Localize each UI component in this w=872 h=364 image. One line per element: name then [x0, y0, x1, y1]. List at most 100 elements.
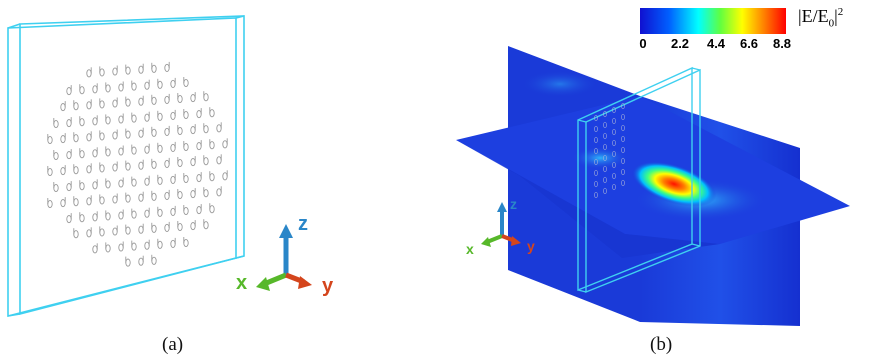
nanoparticle [66, 151, 72, 160]
axes-triad-a: z x y [236, 213, 334, 297]
nanoparticle [138, 225, 144, 234]
nanoparticle [53, 119, 59, 129]
nanoparticle [86, 229, 92, 238]
nanoparticle [216, 156, 222, 165]
nanoparticle [99, 68, 105, 77]
nanoparticle [157, 144, 163, 153]
nanoparticle [112, 195, 118, 204]
nanoparticle [125, 194, 131, 203]
nanoparticle [612, 139, 617, 146]
nanoparticle [66, 119, 72, 128]
nanoparticle [144, 209, 150, 218]
nanoparticle [203, 125, 209, 134]
nanoparticle [151, 128, 157, 137]
nanoparticle [183, 78, 189, 88]
nanoparticle [131, 242, 137, 251]
nanoparticle [612, 172, 617, 179]
nanoparticle [151, 64, 157, 73]
nanoparticle [86, 133, 92, 142]
colorbar-label-close: | [834, 6, 838, 26]
panel-a: z x y [7, 15, 334, 318]
nanoparticle [594, 147, 599, 154]
nanoparticle [177, 222, 183, 232]
nanoparticle [138, 193, 144, 202]
nanoparticle [105, 148, 111, 157]
nanoparticle [603, 143, 608, 150]
nanoparticle-array [47, 61, 228, 267]
nanoparticle [621, 103, 626, 110]
nanoparticle [125, 66, 131, 75]
nanoparticle [157, 240, 163, 249]
colorbar-tick-2: 4.4 [706, 36, 726, 51]
caption-a: (a) [162, 334, 184, 355]
nanoparticle [594, 136, 599, 143]
axis-label-z-b: z [510, 196, 517, 212]
nanoparticle [603, 154, 608, 161]
nanoparticle [170, 239, 176, 248]
nanoparticle [209, 141, 215, 150]
nanoparticle [53, 151, 59, 161]
nanoparticle [118, 115, 124, 124]
nanoparticle [190, 126, 196, 135]
nanoparticle [190, 190, 196, 199]
nanoparticle [170, 175, 176, 184]
nanoparticle [138, 129, 144, 138]
nanoparticle [594, 169, 599, 176]
nanoparticle [183, 206, 189, 216]
nanoparticle [621, 114, 626, 121]
nanoparticle [60, 135, 66, 144]
nanoparticle [170, 143, 176, 152]
nanoparticle-array-b [594, 103, 626, 198]
nanoparticle [603, 187, 608, 194]
nanoparticle [621, 157, 626, 164]
nanoparticle [112, 163, 118, 172]
nanoparticle [603, 165, 608, 172]
nanoparticle [209, 205, 215, 214]
nanoparticle [183, 174, 189, 184]
nanoparticle [594, 191, 599, 198]
nanoparticle [157, 112, 163, 121]
nanoparticle [125, 162, 131, 171]
colorbar-label: |E/E0|2 [798, 6, 843, 30]
nanoparticle [222, 140, 228, 149]
nanoparticle [621, 125, 626, 132]
nanoparticle [79, 118, 85, 127]
nanoparticle [86, 69, 92, 78]
nanoparticle [60, 167, 66, 176]
nanoparticle [151, 256, 157, 265]
nanoparticle [203, 221, 209, 230]
nanoparticle [183, 110, 189, 120]
nanoparticle [73, 230, 79, 239]
nanoparticle [164, 127, 170, 136]
nanoparticle [92, 181, 98, 190]
nanoparticle [73, 102, 79, 111]
nanoparticle [86, 197, 92, 206]
nanoparticle [164, 95, 170, 104]
nanoparticle [112, 227, 118, 236]
nanoparticle [118, 83, 124, 92]
nanoparticle [105, 180, 111, 189]
nanoparticle [118, 147, 124, 156]
nanoparticle [79, 182, 85, 191]
nanoparticle [112, 131, 118, 140]
nanoparticle [99, 132, 105, 141]
nanoparticle [621, 146, 626, 153]
nanoparticle [92, 85, 98, 94]
nanoparticle [177, 94, 183, 104]
nanoparticle [594, 115, 599, 122]
nanoparticle [177, 190, 183, 200]
nanoparticle [203, 93, 209, 102]
nanoparticle [92, 149, 98, 158]
colorbar-tick-1: 2.2 [670, 36, 690, 51]
nanoparticle [125, 98, 131, 107]
nanoparticle [203, 157, 209, 166]
nanoparticle [118, 243, 124, 252]
nanoparticle [196, 110, 202, 119]
nanoparticle [222, 172, 228, 181]
nanoparticle [164, 159, 170, 168]
nanoparticle [138, 65, 144, 74]
nanoparticle [112, 67, 118, 76]
axis-label-x-b: x [466, 241, 474, 257]
panel-b: z x y [456, 46, 850, 326]
nanoparticle [594, 180, 599, 187]
